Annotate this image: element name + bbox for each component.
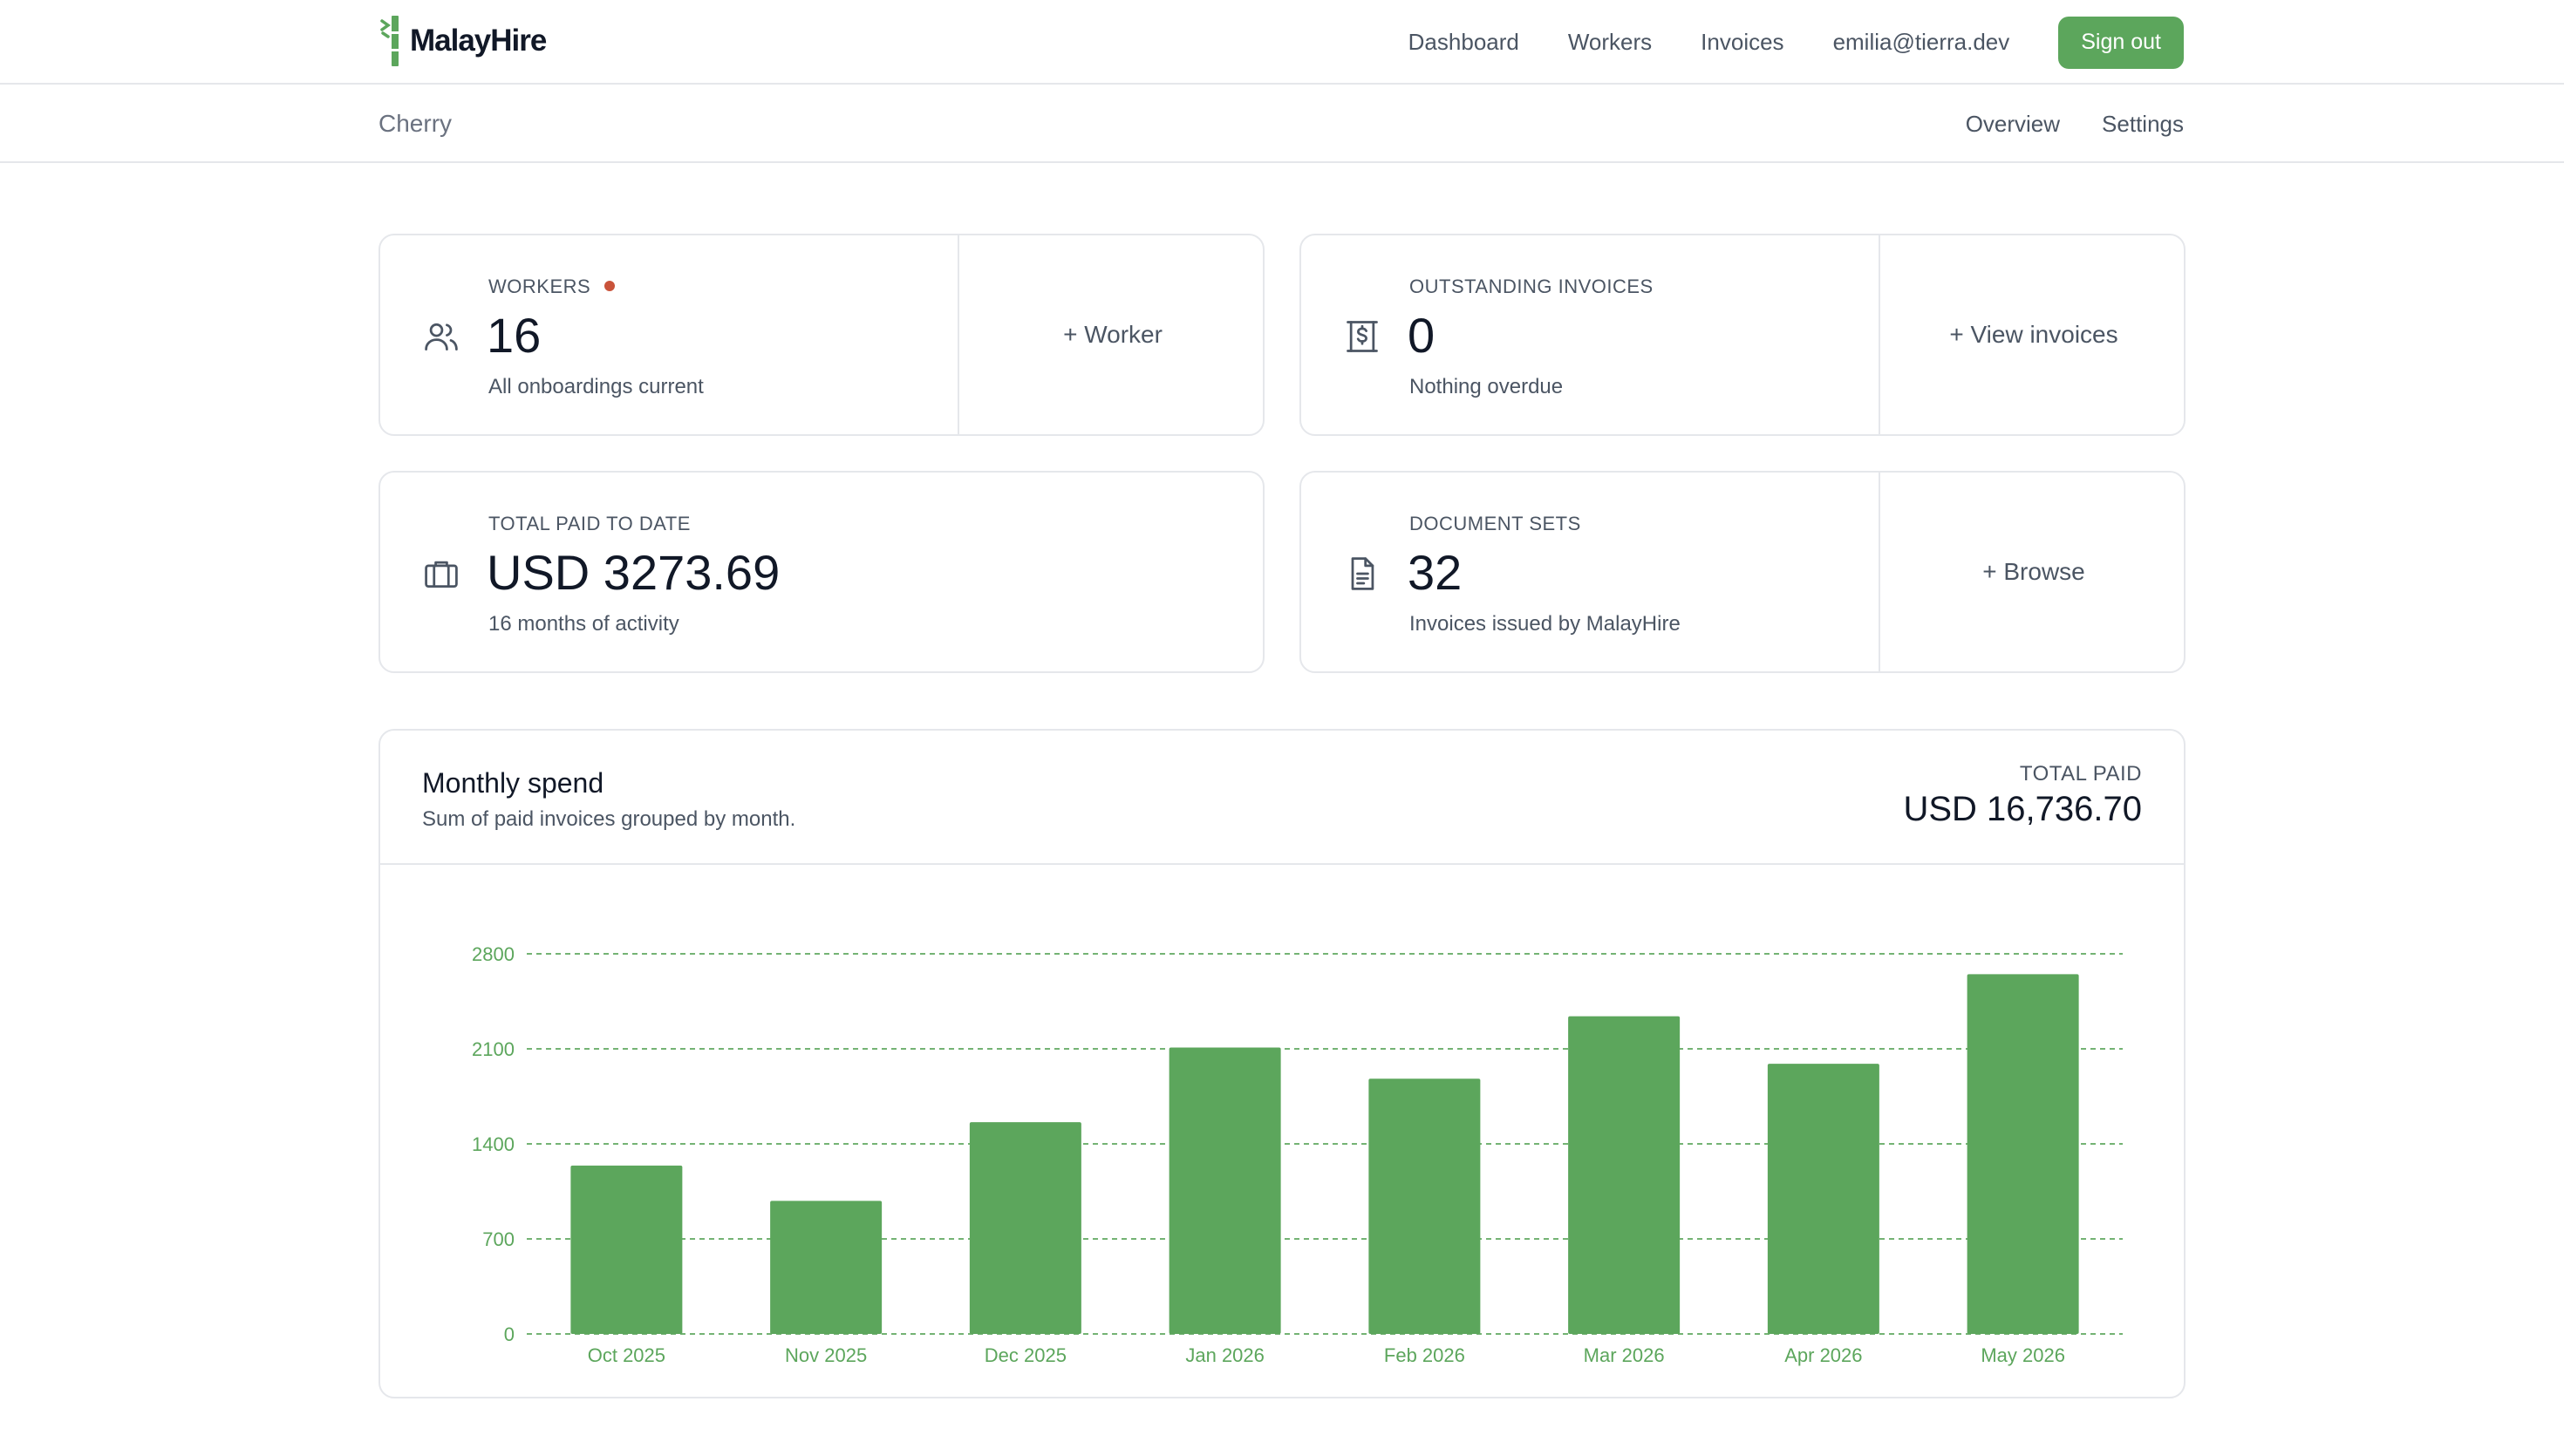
- x-tick-label: Oct 2025: [588, 1344, 665, 1366]
- sign-out-button[interactable]: Sign out: [2058, 16, 2184, 69]
- bar-jan-2026: [1169, 1047, 1281, 1334]
- outstanding-invoices-card: OUTSTANDING INVOICES 0 Nothing overdue +…: [1299, 234, 2186, 436]
- monthly-spend-card: Monthly spend Sum of paid invoices group…: [378, 729, 2186, 1398]
- y-tick-label: 1400: [472, 1133, 515, 1155]
- x-tick-label: Jan 2026: [1185, 1344, 1265, 1366]
- y-tick-label: 2800: [472, 943, 515, 965]
- tab-overview[interactable]: Overview: [1965, 110, 2061, 137]
- briefcase-icon: [422, 555, 460, 593]
- x-tick-label: Mar 2026: [1584, 1344, 1665, 1366]
- bar-feb-2026: [1368, 1078, 1481, 1334]
- x-tick-label: Feb 2026: [1384, 1344, 1465, 1366]
- organization-bar: Cherry Overview Settings: [0, 85, 2564, 163]
- card-divider: [1879, 235, 1880, 434]
- document-sets-label: DOCUMENT SETS: [1409, 513, 1581, 534]
- chart-header: Monthly spend Sum of paid invoices group…: [380, 731, 2184, 865]
- status-dot-icon: [604, 281, 616, 292]
- organization-nav: Overview Settings: [1924, 85, 2184, 163]
- total-paid-label: TOTAL PAID: [2019, 762, 2142, 786]
- bar-may-2026: [1967, 974, 2079, 1334]
- invoices-summary: OUTSTANDING INVOICES 0 Nothing overdue: [1301, 235, 1879, 434]
- chart-subtitle: Sum of paid invoices grouped by month.: [422, 807, 796, 831]
- chart-title: Monthly spend: [422, 767, 604, 799]
- bar-apr-2026: [1767, 1064, 1879, 1334]
- document-sets-description: Invoices issued by MalayHire: [1409, 612, 1681, 636]
- nav-dashboard[interactable]: Dashboard: [1408, 29, 1519, 55]
- browse-documents-button[interactable]: + Browse: [1982, 558, 2085, 585]
- total-paid-summary: TOTAL PAID TO DATE USD 3273.69 16 months…: [380, 473, 1263, 671]
- bar-nov-2025: [770, 1201, 883, 1334]
- invoices-label: OUTSTANDING INVOICES: [1409, 276, 1654, 297]
- monthly-spend-bar-chart: 0 700 1400 2100 2800 Oct 2025 Nov 2025 Dec 2025…: [472, 943, 2123, 1366]
- document-sets-summary: DOCUMENT SETS 32 Invoices issued by Mala…: [1301, 473, 1879, 671]
- y-tick-label: 0: [504, 1323, 515, 1345]
- users-icon: [422, 317, 460, 356]
- total-paid-label: TOTAL PAID TO DATE: [488, 513, 691, 534]
- view-invoices-button[interactable]: + View invoices: [1949, 321, 2118, 348]
- workers-label: WORKERS: [488, 276, 616, 298]
- receipt-dollar-icon: [1343, 317, 1381, 356]
- total-paid-amount: USD 3273.69: [487, 545, 781, 600]
- card-divider: [958, 235, 959, 434]
- bar-oct-2025: [570, 1165, 683, 1334]
- document-sets-card: DOCUMENT SETS 32 Invoices issued by Mala…: [1299, 471, 2186, 673]
- x-tick-label: Apr 2026: [1784, 1344, 1862, 1366]
- bamboo-logo-icon: [380, 14, 401, 68]
- organization-name: Cherry: [378, 110, 453, 137]
- add-worker-button[interactable]: + Worker: [1063, 321, 1163, 348]
- total-paid-period: 16 months of activity: [488, 612, 679, 636]
- brand-name: MalayHire: [410, 24, 547, 58]
- workers-card: WORKERS 16 All onboardings current + Wor…: [378, 234, 1265, 436]
- document-icon: [1343, 555, 1381, 593]
- y-tick-label: 700: [482, 1228, 515, 1250]
- workers-summary: WORKERS 16 All onboardings current: [380, 235, 958, 434]
- user-email: emilia@tierra.dev: [1832, 29, 2010, 55]
- total-paid-value: USD 16,736.70: [1903, 790, 2142, 828]
- nav-invoices[interactable]: Invoices: [1701, 29, 1784, 55]
- x-tick-label: Nov 2025: [785, 1344, 867, 1366]
- main-nav: Dashboard Workers Invoices emilia@tierra…: [1408, 0, 2184, 85]
- bar-dec-2025: [969, 1122, 1081, 1334]
- top-navigation-bar: MalayHire Dashboard Workers Invoices emi…: [0, 0, 2564, 85]
- invoices-status: Nothing overdue: [1409, 375, 1564, 398]
- card-divider: [1879, 473, 1880, 671]
- y-tick-label: 2100: [472, 1038, 515, 1060]
- x-tick-label: Dec 2025: [985, 1344, 1067, 1366]
- bar-mar-2026: [1568, 1016, 1681, 1334]
- workers-status: All onboardings current: [488, 375, 704, 398]
- total-paid-card: TOTAL PAID TO DATE USD 3273.69 16 months…: [378, 471, 1265, 673]
- invoices-count: 0: [1408, 308, 1435, 363]
- nav-workers[interactable]: Workers: [1567, 29, 1653, 55]
- tab-settings[interactable]: Settings: [2102, 110, 2184, 137]
- x-tick-label: May 2026: [1981, 1344, 2065, 1366]
- brand-logo[interactable]: MalayHire: [380, 14, 547, 68]
- document-sets-count: 32: [1408, 545, 1463, 600]
- workers-count: 16: [487, 308, 542, 363]
